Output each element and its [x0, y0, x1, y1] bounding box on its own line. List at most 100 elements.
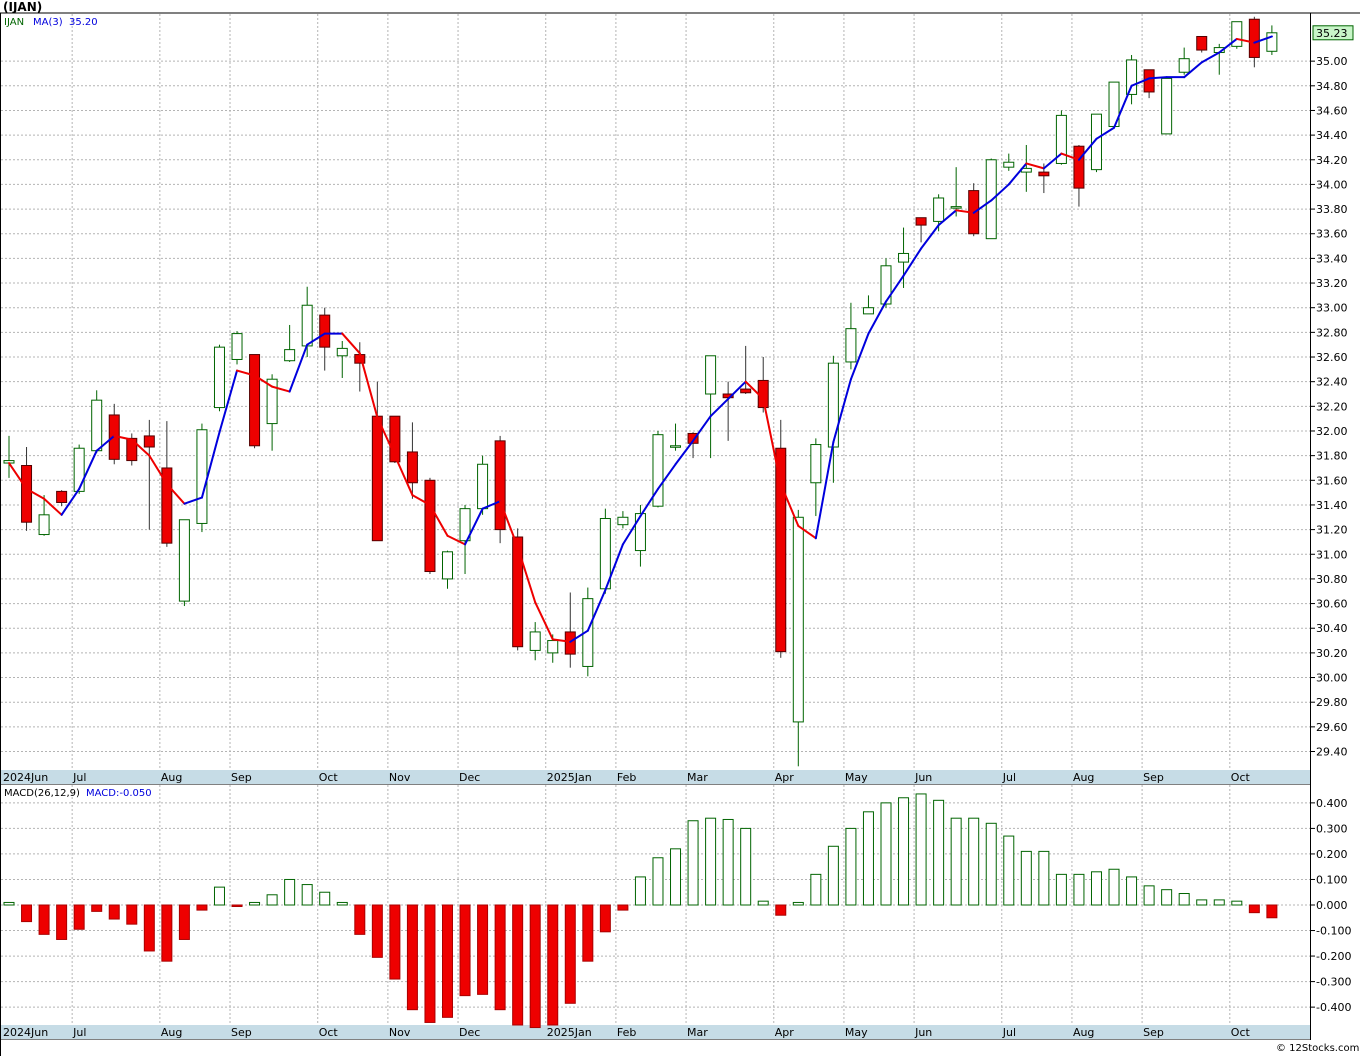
ma-segment: [972, 199, 993, 214]
macd-tick-label: 0.400: [1316, 797, 1348, 810]
ma-segment: [586, 589, 607, 632]
price-tick-label: 32.20: [1316, 400, 1348, 413]
candle-body: [1055, 114, 1067, 164]
macd-bar: [1266, 904, 1278, 919]
ma-segment: [411, 494, 431, 506]
candle-body: [529, 631, 541, 651]
price-legend: IJAN MA(3) 35.20: [4, 17, 98, 28]
macd-tick-label: 0.100: [1316, 873, 1348, 886]
ma-segment: [885, 274, 905, 303]
candle-body: [249, 354, 261, 447]
ma-segment: [1235, 37, 1256, 44]
candle: [915, 217, 927, 243]
candle: [810, 438, 822, 517]
month-label: Apr: [775, 1026, 795, 1039]
macd-bar: [810, 873, 822, 906]
macd-bar: [249, 901, 261, 906]
macd-histogram: [3, 793, 1278, 1029]
candle: [687, 432, 699, 459]
macd-bar: [3, 901, 15, 906]
ma-segment: [779, 482, 800, 527]
macd-bar: [985, 822, 997, 906]
price-tick-label: 29.80: [1316, 696, 1348, 709]
macd-bar: [617, 904, 629, 911]
candle: [512, 528, 524, 651]
ma-segment: [1095, 126, 1116, 140]
month-label: May: [845, 1026, 868, 1039]
candle: [266, 374, 278, 451]
candle-body: [898, 252, 910, 263]
macd-bar: [1248, 904, 1260, 914]
month-label: 2025Jan: [547, 771, 592, 784]
macd-legend: MACD(26,12,9) MACD:-0.050: [4, 788, 152, 799]
macd-bar: [968, 817, 980, 906]
month-label: Oct: [1231, 771, 1251, 784]
month-label: Dec: [459, 771, 480, 784]
ma-segment: [95, 434, 116, 452]
candle: [1248, 16, 1260, 68]
candle: [1073, 144, 1085, 207]
ma-segment: [1060, 152, 1080, 161]
macd-bar: [1213, 899, 1225, 906]
ma-segment: [727, 380, 747, 400]
candle: [652, 430, 664, 508]
candle: [705, 355, 717, 459]
ma-segment: [218, 369, 239, 434]
ma-segment: [867, 300, 887, 335]
candle-body: [406, 451, 418, 484]
candle-body: [880, 265, 892, 305]
macd-bar: [1196, 899, 1208, 906]
candle-body: [1090, 113, 1102, 171]
candle: [459, 504, 471, 574]
candle: [1143, 69, 1155, 99]
candle-body: [91, 399, 103, 452]
month-label: 2025Jan: [547, 1026, 592, 1039]
macd-bar: [862, 811, 874, 906]
macd-bar: [845, 827, 857, 906]
candle-body: [862, 307, 874, 315]
candle: [3, 435, 15, 478]
month-label: Sep: [1143, 1026, 1164, 1039]
candle: [775, 419, 787, 658]
ma-segment: [639, 487, 659, 518]
ma-segment: [744, 380, 765, 400]
candle: [56, 490, 68, 507]
candle-body: [494, 440, 506, 531]
macd-bar: [301, 884, 313, 906]
price-month-labels: 2024Jun Jul Aug Sep Oct Nov Dec 2025Jan Feb Mar Ap…: [3, 771, 1251, 784]
ma-segment: [692, 415, 712, 442]
ma-segment: [1148, 76, 1168, 80]
candle-body: [547, 640, 559, 654]
macd-bar: [266, 894, 278, 906]
candle-body: [1178, 58, 1190, 73]
candle: [91, 390, 103, 454]
macd-bar: [1231, 900, 1243, 906]
ma-segment: [1218, 37, 1238, 54]
candle-body: [424, 479, 436, 573]
month-label: Feb: [617, 771, 636, 784]
month-label: Sep: [231, 771, 252, 784]
candle-body: [652, 434, 664, 507]
month-label: Sep: [231, 1026, 252, 1039]
candle-body: [1231, 21, 1243, 47]
macd-tick-label: -0.200: [1316, 950, 1351, 963]
candle: [529, 622, 541, 661]
candle-body: [775, 447, 787, 653]
price-axis-ticks: 29.40 29.60 29.80 30.00 30.20 30.40 30.60 30.80…: [1310, 55, 1348, 759]
ma-segment: [849, 332, 870, 381]
price-tick-label: 31.20: [1316, 524, 1348, 537]
legend-ma: MA(3): [33, 17, 63, 28]
candle-body: [126, 437, 138, 462]
macd-bar: [564, 904, 576, 1004]
candle: [862, 295, 874, 315]
month-label: Dec: [459, 1026, 480, 1039]
macd-bar: [652, 857, 664, 906]
ma-segment: [1007, 162, 1028, 186]
candle-body: [442, 551, 453, 580]
macd-month-labels: 2024Jun Jul Aug Sep Oct Nov Dec 2025Jan Feb Mar Ap…: [3, 1026, 1251, 1039]
candle-body: [178, 519, 190, 602]
candle-body: [477, 463, 489, 510]
macd-bar: [950, 817, 962, 906]
month-label: Nov: [389, 1026, 411, 1039]
